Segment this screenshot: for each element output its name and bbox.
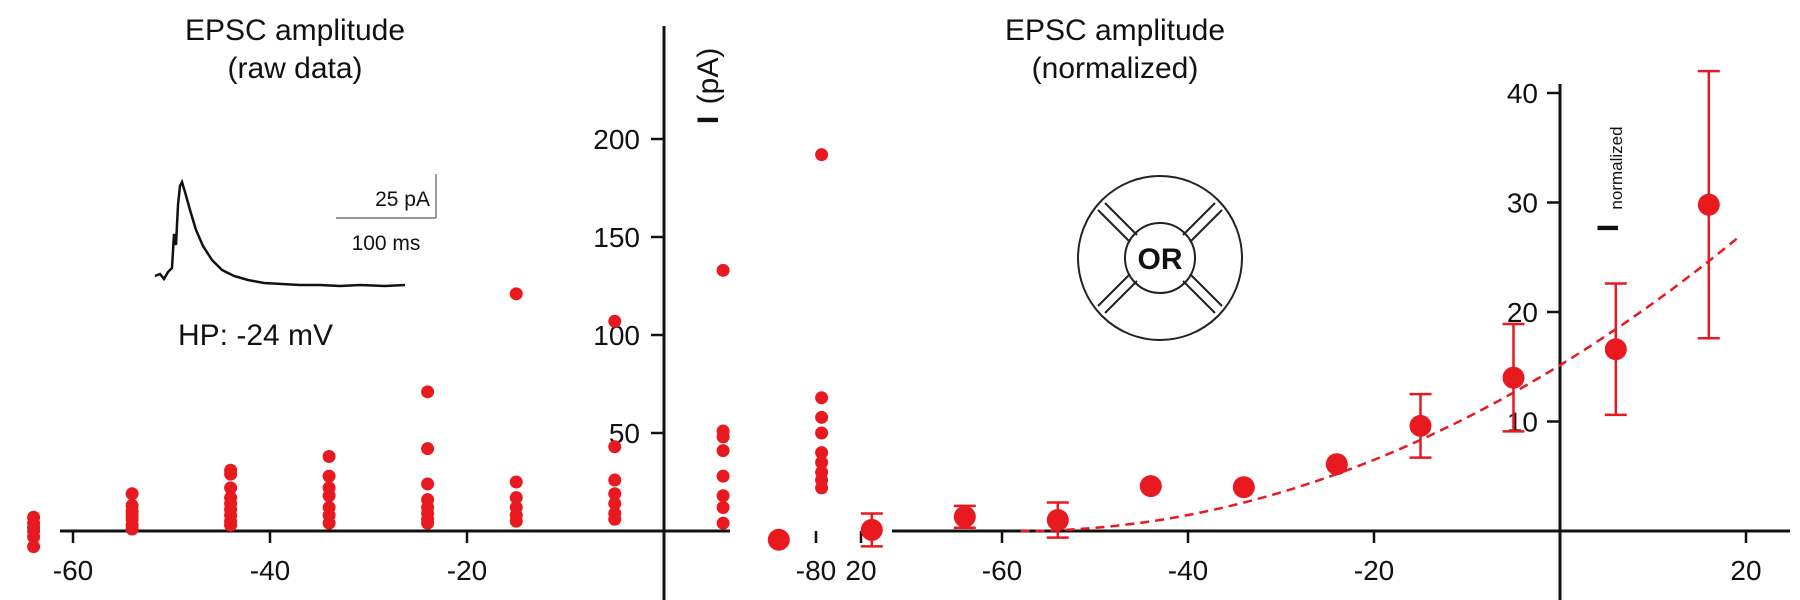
- raw-data-point: [608, 473, 622, 487]
- x-tick-label-normalized: 20: [1730, 555, 1761, 586]
- x-tick-label-raw: 20: [845, 555, 876, 586]
- raw-data-point: [125, 522, 139, 536]
- y-axis-label-raw-unit: (pA): [692, 48, 725, 105]
- y-axis-label-raw: I (pA): [692, 48, 725, 125]
- chart-subtitle-raw: (raw data): [227, 52, 362, 85]
- y-axis-label-raw-main: I: [692, 116, 725, 124]
- y-axis-label-normalized-main: I: [1592, 224, 1625, 232]
- raw-data-point: [608, 512, 622, 526]
- raw-data-point: [322, 450, 336, 464]
- raw-data-point: [815, 455, 829, 469]
- raw-data-point: [509, 287, 523, 301]
- raw-data-point: [509, 475, 523, 489]
- y-tick-label-raw: 150: [593, 222, 640, 253]
- raw-data-point: [716, 516, 730, 530]
- raw-data-point: [509, 491, 523, 505]
- raw-data-point: [815, 446, 829, 460]
- normalized-data-point: [1046, 509, 1069, 532]
- x-tick-label-raw: -20: [447, 555, 487, 586]
- normalized-data-point: [1697, 193, 1720, 216]
- y-tick-label-normalized: 10: [1507, 407, 1538, 438]
- raw-data-point: [815, 426, 829, 440]
- normalized-data-point: [1502, 366, 1525, 389]
- normalized-data-points: [767, 69, 1720, 551]
- raw-data-point: [224, 467, 238, 481]
- raw-data-point: [716, 263, 730, 277]
- normalized-data-point: [953, 505, 976, 528]
- raw-data-point: [224, 481, 238, 495]
- y-tick-label-raw: 200: [593, 124, 640, 155]
- raw-data-point: [608, 497, 622, 511]
- raw-data-point: [815, 148, 829, 162]
- raw-data-point: [224, 518, 238, 532]
- scale-label-amplitude: 25 pA: [375, 188, 430, 211]
- normalized-data-point: [767, 528, 790, 551]
- raw-data-point: [322, 489, 336, 503]
- y-tick-label-normalized: 40: [1507, 78, 1538, 109]
- raw-data-point: [608, 314, 622, 328]
- normalized-data-point: [860, 518, 883, 541]
- raw-data-point: [716, 469, 730, 483]
- epsc-trace-inset: 25 pA 100 ms HP: -24 mV: [154, 174, 437, 352]
- x-tick-label-normalized: -80: [796, 555, 836, 586]
- raw-data-point: [27, 530, 41, 544]
- x-tick-label-normalized: -60: [982, 555, 1022, 586]
- raw-data-point: [608, 440, 622, 454]
- raw-data-point: [421, 477, 435, 491]
- fit-curve: [1020, 234, 1743, 533]
- raw-data-point: [716, 489, 730, 503]
- chart-subtitle-normalized: (normalized): [1032, 52, 1199, 85]
- raw-data-point: [509, 514, 523, 528]
- normalized-data-point: [1139, 475, 1162, 498]
- raw-data-point: [27, 540, 41, 554]
- x-ticks-raw: -80 -60 -40 -20 20: [53, 531, 877, 586]
- x-tick-label-raw: -40: [250, 555, 290, 586]
- raw-data-point: [322, 469, 336, 483]
- raw-data-point: [125, 487, 139, 501]
- raw-data-point: [608, 487, 622, 501]
- chart-title-raw: EPSC amplitude: [185, 14, 405, 47]
- raw-data-point: [421, 385, 435, 399]
- panel-raw: EPSC amplitude (raw data) -80 -60 -40 -20 20…: [27, 14, 877, 600]
- x-tick-label-raw: -60: [53, 555, 93, 586]
- raw-data-point: [815, 391, 829, 405]
- y-axis-label-normalized-sub: normalized: [1607, 126, 1626, 209]
- x-ticks-normalized: -80 -60 -40 -20 20: [796, 531, 1762, 586]
- raw-data-point: [716, 430, 730, 444]
- normalized-data-point: [1604, 338, 1627, 361]
- raw-data-point: [815, 410, 829, 424]
- raw-data-points: [27, 148, 829, 554]
- x-tick-label-normalized: -40: [1168, 555, 1208, 586]
- normalized-data-point: [1325, 453, 1348, 476]
- normalized-data-point: [1409, 414, 1432, 437]
- or-icon-label: OR: [1138, 243, 1183, 276]
- scale-label-time: 100 ms: [352, 232, 421, 255]
- or-circle-icon: OR: [1077, 175, 1243, 341]
- y-axis-label-normalized: I normalized: [1592, 126, 1626, 232]
- raw-data-point: [815, 481, 829, 495]
- epsc-trace: [154, 178, 406, 288]
- panel-normalized: EPSC amplitude (normalized) -80 -60 -40 -20…: [767, 14, 1790, 600]
- normalized-data-point: [1232, 476, 1255, 499]
- raw-data-point: [716, 444, 730, 458]
- y-tick-label-normalized: 30: [1507, 188, 1538, 219]
- raw-data-point: [716, 500, 730, 514]
- x-tick-label-normalized: -20: [1354, 555, 1394, 586]
- chart-title-normalized: EPSC amplitude: [1005, 14, 1225, 47]
- raw-data-point: [421, 516, 435, 530]
- raw-data-point: [322, 516, 336, 530]
- holding-potential-label: HP: -24 mV: [178, 319, 333, 352]
- raw-data-point: [421, 442, 435, 456]
